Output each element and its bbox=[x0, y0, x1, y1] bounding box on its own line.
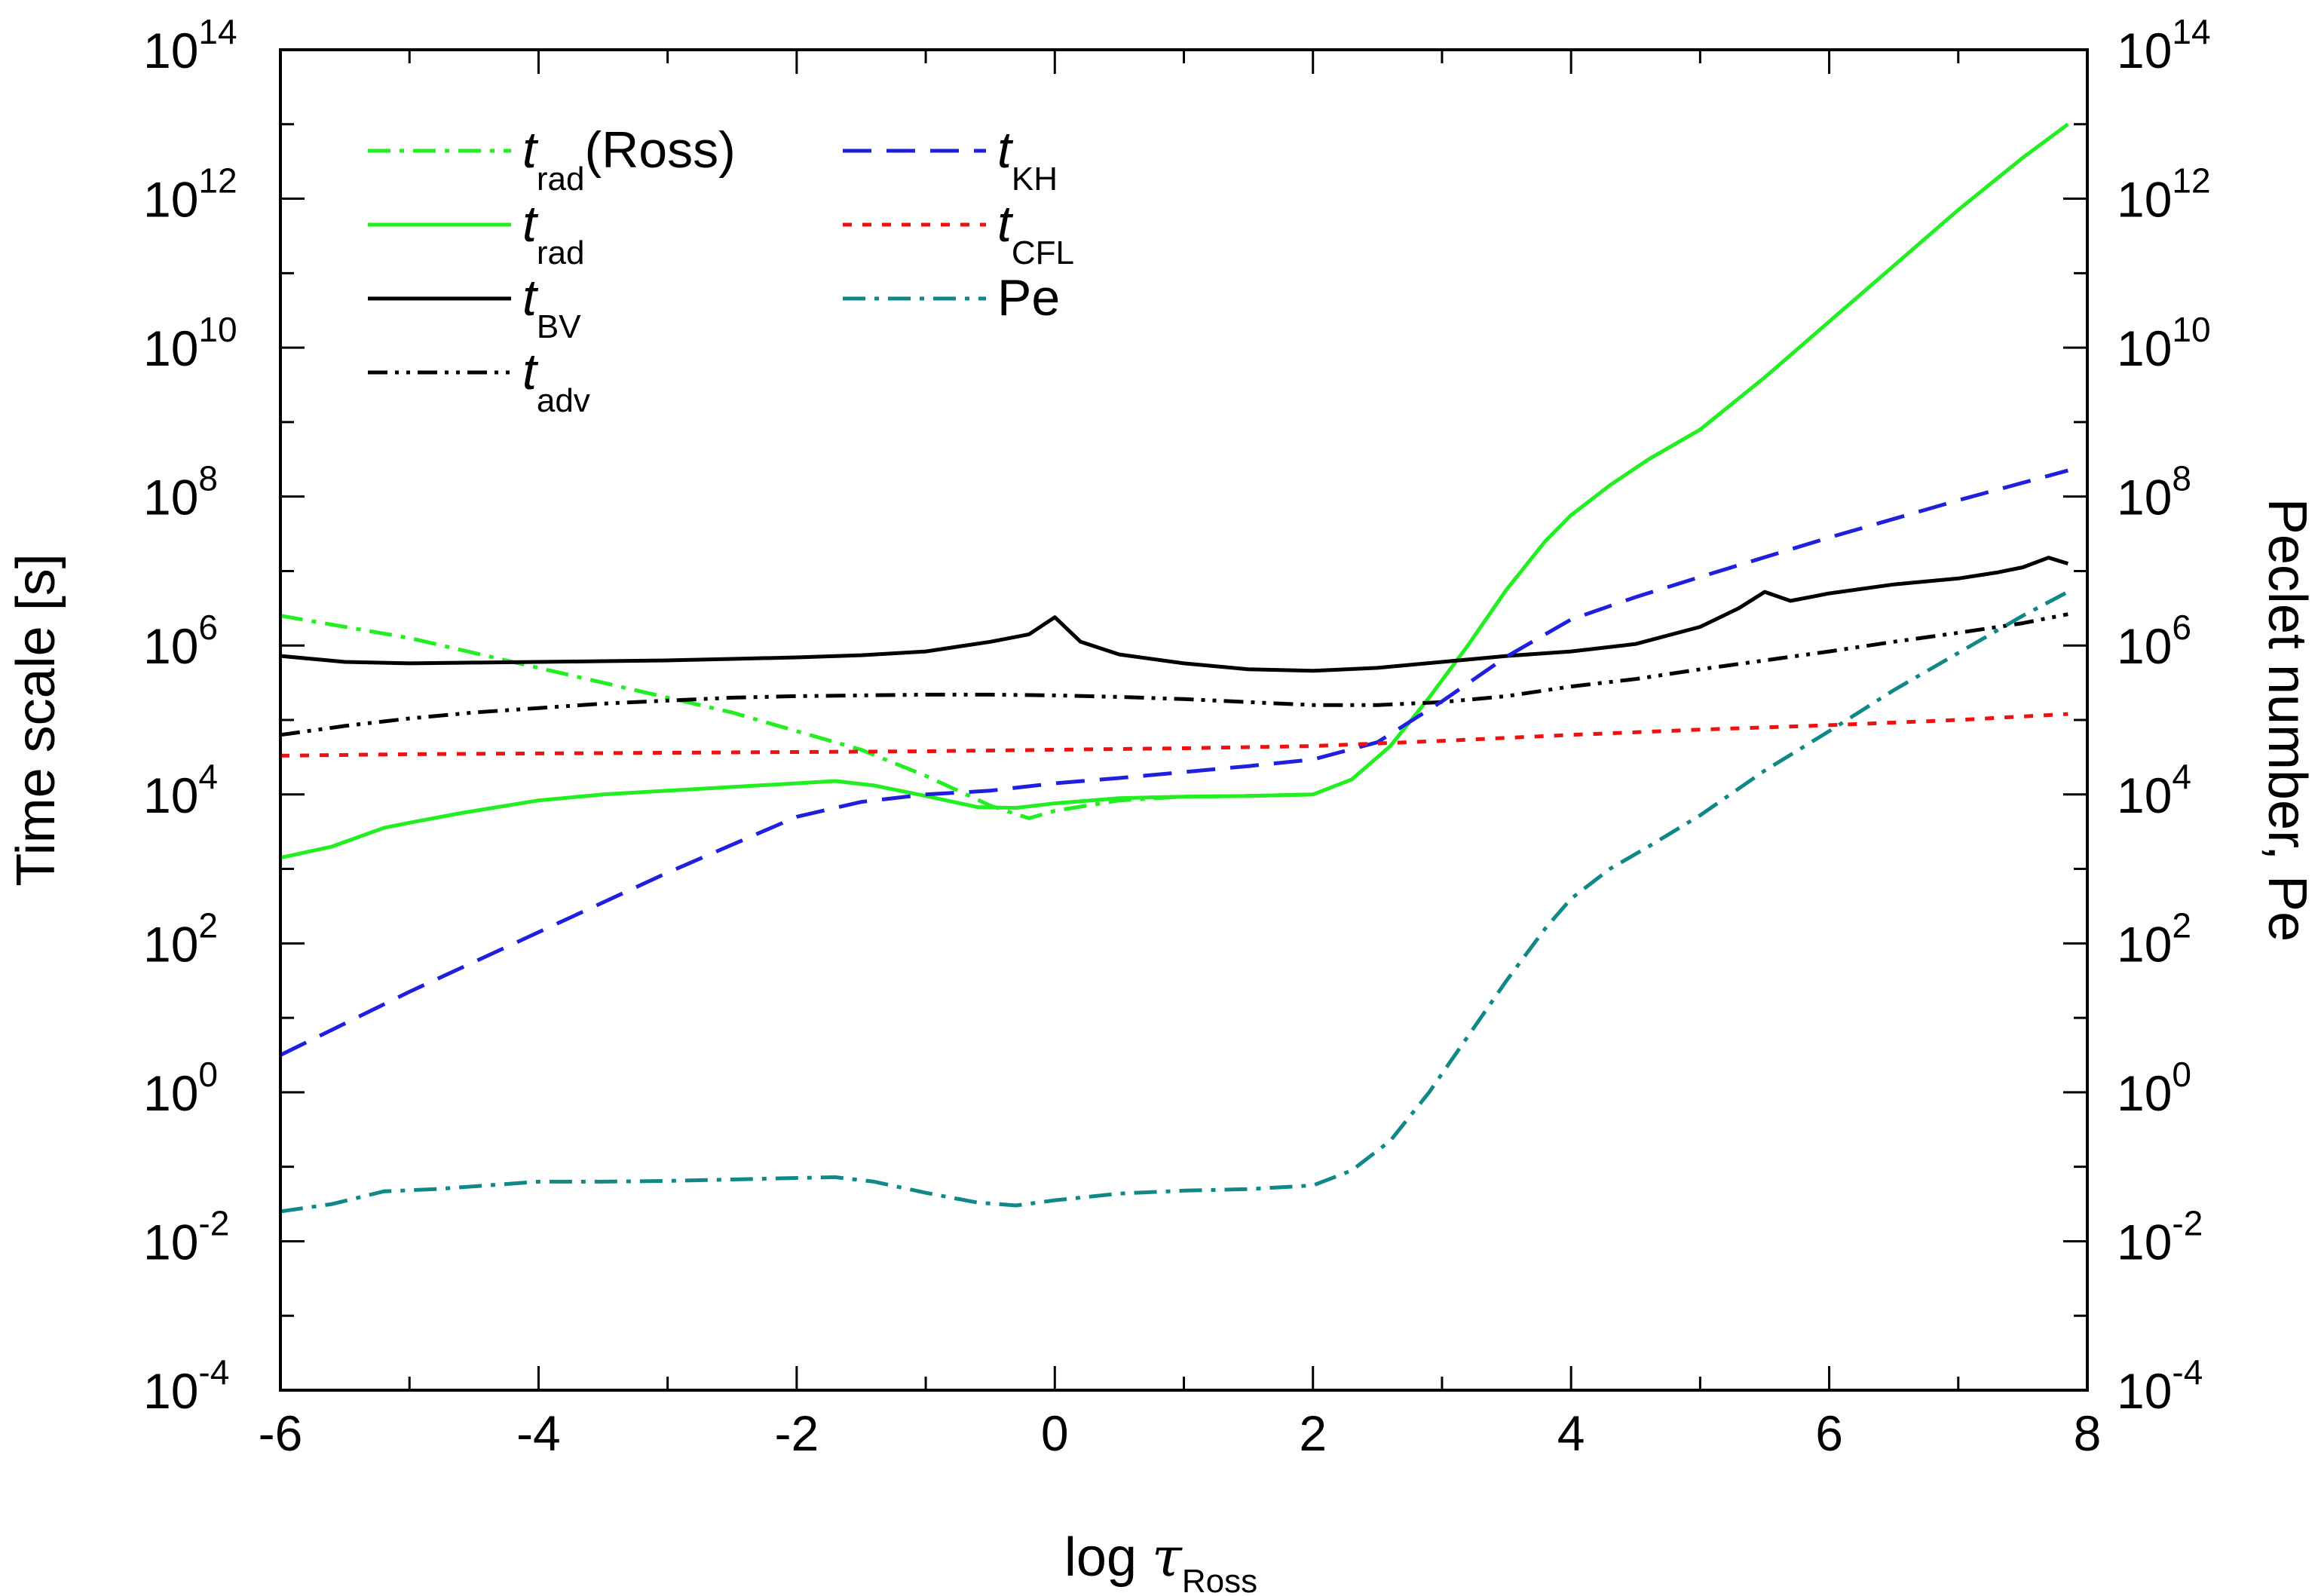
y-tick-label-left: 10-4 bbox=[143, 1352, 229, 1419]
series-line-t-bv bbox=[280, 556, 2069, 673]
y-tick-label-left: 104 bbox=[143, 757, 218, 823]
x-tick-label: 2 bbox=[1299, 1405, 1327, 1461]
legend-label: tBV bbox=[522, 269, 581, 345]
legend-label: trad(Ross) bbox=[522, 121, 736, 198]
ticks-layer bbox=[279, 48, 2089, 1392]
y-tick-label-right: 102 bbox=[2117, 905, 2191, 972]
y-tick-label-right: 108 bbox=[2117, 459, 2191, 525]
y-tick-label-left: 106 bbox=[143, 608, 218, 674]
x-tick-label: -2 bbox=[775, 1405, 819, 1461]
series-layer bbox=[279, 122, 2069, 1214]
x-tick-label: 0 bbox=[1041, 1405, 1069, 1461]
y-tick-label-right: 10-4 bbox=[2117, 1352, 2203, 1419]
x-tick-label: 4 bbox=[1557, 1405, 1585, 1461]
legend-label: tKH bbox=[997, 121, 1058, 198]
y-tick-label-right: 1014 bbox=[2117, 12, 2211, 78]
y-tick-label-left: 10-2 bbox=[143, 1203, 229, 1270]
y-tick-label-left: 1014 bbox=[143, 12, 237, 78]
y-tick-label-right: 10-2 bbox=[2117, 1203, 2203, 1270]
y-tick-label-right: 100 bbox=[2117, 1055, 2191, 1121]
y-tick-label-left: 102 bbox=[143, 905, 218, 972]
x-tick-label: 8 bbox=[2074, 1405, 2102, 1461]
series-line-t-kh bbox=[279, 468, 2068, 1057]
series-line-t-rad bbox=[280, 122, 2069, 860]
legend-label: trad bbox=[522, 195, 585, 271]
series-line-pe bbox=[280, 590, 2069, 1214]
y2-axis-title: Peclet number, Pe bbox=[2257, 498, 2317, 942]
legend-label: Pe bbox=[997, 269, 1060, 326]
x-tick-label: -6 bbox=[259, 1405, 303, 1461]
y-tick-label-left: 1012 bbox=[143, 161, 237, 228]
x-tick-label: 6 bbox=[1815, 1405, 1843, 1461]
y-axis-title: Time scale [s] bbox=[6, 553, 66, 886]
y-tick-label-right: 1010 bbox=[2117, 310, 2211, 376]
y-tick-label-right: 106 bbox=[2117, 608, 2191, 674]
series-line-t-cfl bbox=[280, 712, 2068, 758]
series-line-t-adv bbox=[280, 612, 2068, 737]
legend-label: tadv bbox=[522, 343, 590, 419]
y-tick-label-right: 1012 bbox=[2117, 161, 2211, 228]
y-tick-label-left: 1010 bbox=[143, 310, 237, 376]
x-axis-title: log τRoss bbox=[1064, 1525, 1257, 1596]
labels-layer: -6 -4 -2 0 2 4 6 8 10-4 10-4 10-2 10-2 100 100 102 102 1… bbox=[143, 12, 2211, 1461]
y-tick-label-left: 108 bbox=[143, 459, 218, 525]
y-tick-label-right: 104 bbox=[2117, 757, 2191, 823]
y-tick-label-left: 100 bbox=[143, 1055, 218, 1121]
x-tick-label: -4 bbox=[516, 1405, 561, 1461]
legend-label: tCFL bbox=[997, 195, 1074, 271]
